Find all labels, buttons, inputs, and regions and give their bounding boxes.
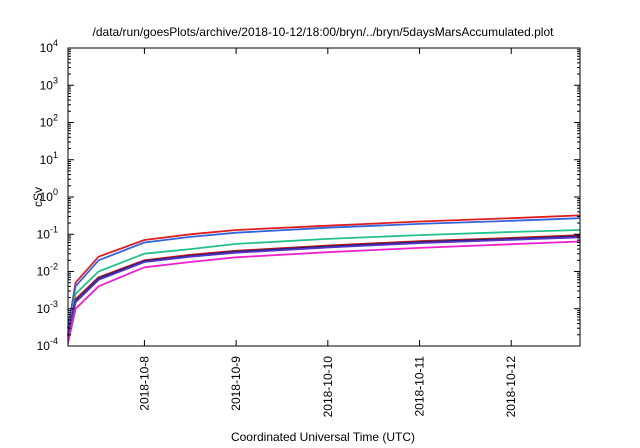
series-line-1 <box>67 214 581 329</box>
y-tick-label: 103 <box>40 75 58 92</box>
ticks-layer: 10-4 10-3 10-2 10-1 100 101 102 103 104 2018-10-8… <box>37 38 580 417</box>
x-tick-label: 2018-10-9 <box>229 356 243 411</box>
x-tick-label: 2018-10-8 <box>137 356 151 411</box>
y-tick-label: 102 <box>40 113 58 130</box>
y-axis-label: cSv <box>31 187 45 207</box>
y-tick-label: 10-3 <box>37 299 58 316</box>
plot-frame <box>67 47 581 347</box>
series-line-3 <box>67 229 581 335</box>
y-tick-label: 10-1 <box>37 224 58 241</box>
series-line-4 <box>67 234 581 335</box>
chart-title: /data/run/goesPlots/archive/2018-10-12/1… <box>93 25 555 39</box>
y-tick-label: 10-4 <box>37 336 58 353</box>
y-tick-label: 100 <box>40 187 58 204</box>
y-tick-label: 10-2 <box>37 262 58 279</box>
series-layer <box>67 214 581 344</box>
series-line-5 <box>67 235 581 335</box>
y-tick-label: 104 <box>40 38 58 55</box>
series-line-2 <box>67 217 581 329</box>
x-tick-label: 2018-10-12 <box>504 356 518 418</box>
x-axis-label: Coordinated Universal Time (UTC) <box>231 430 415 444</box>
x-tick-label: 2018-10-11 <box>413 356 427 417</box>
x-tick-label: 2018-10-10 <box>321 356 335 418</box>
y-tick-label: 101 <box>40 150 58 167</box>
series-line-6 <box>67 236 581 337</box>
series-line-7 <box>67 240 581 344</box>
